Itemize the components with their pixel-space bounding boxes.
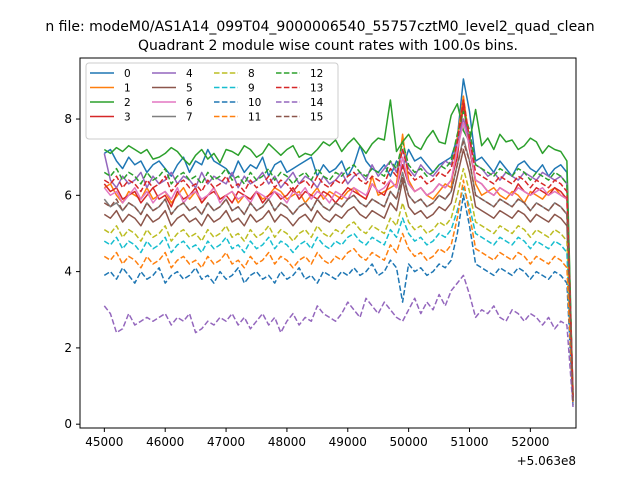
legend-label-7: 7 bbox=[186, 112, 193, 124]
series-line-13 bbox=[103, 99, 574, 398]
series-line-4 bbox=[103, 118, 574, 398]
legend-label-3: 3 bbox=[124, 112, 131, 124]
x-tick-label: 51000 bbox=[450, 435, 488, 449]
series-line-11 bbox=[103, 179, 574, 406]
chart-title: Quadrant 2 module wise count rates with … bbox=[138, 38, 518, 54]
x-tick-label: 48000 bbox=[268, 435, 306, 449]
y-tick-label: 2 bbox=[64, 341, 72, 355]
legend-label-14: 14 bbox=[310, 97, 324, 109]
y-axis: 0 2 4 6 8 bbox=[64, 112, 80, 431]
series-line-2 bbox=[103, 99, 574, 398]
series-line-1 bbox=[103, 95, 574, 394]
series-line-14 bbox=[103, 274, 574, 408]
x-tick-label: 46000 bbox=[146, 435, 184, 449]
legend-label-4: 4 bbox=[186, 68, 193, 80]
figure-suptitle: n file: modeM0/AS1A14_099T04_9000006540_… bbox=[45, 19, 594, 35]
legend-label-5: 5 bbox=[186, 83, 193, 95]
legend-label-1: 1 bbox=[124, 83, 131, 95]
x-tick-label: 49000 bbox=[329, 435, 367, 449]
series-line-5 bbox=[103, 148, 574, 402]
y-tick-label: 0 bbox=[64, 417, 72, 431]
y-tick-label: 4 bbox=[64, 265, 72, 279]
legend-label-8: 8 bbox=[248, 68, 255, 80]
series-line-6 bbox=[103, 122, 574, 394]
legend-label-0: 0 bbox=[124, 68, 131, 80]
x-axis-offset-label: +5.063e8 bbox=[517, 454, 576, 468]
legend-label-6: 6 bbox=[186, 97, 193, 109]
legend-label-12: 12 bbox=[310, 68, 323, 80]
series-line-10 bbox=[103, 194, 574, 406]
legend-box bbox=[85, 62, 339, 140]
series-line-9 bbox=[103, 186, 574, 406]
legend-label-13: 13 bbox=[310, 83, 323, 95]
x-tick-label: 45000 bbox=[85, 435, 123, 449]
x-tick-label: 52000 bbox=[511, 435, 549, 449]
y-tick-label: 8 bbox=[64, 112, 72, 126]
legend-label-9: 9 bbox=[248, 83, 255, 95]
x-axis: 45000 46000 47000 48000 49000 50000 51000 52000 bbox=[85, 428, 549, 449]
x-tick-label: 47000 bbox=[207, 435, 245, 449]
plot-area-frame bbox=[79, 57, 577, 429]
legend-label-10: 10 bbox=[248, 97, 261, 109]
series-line-15 bbox=[103, 141, 574, 402]
legend-label-2: 2 bbox=[124, 97, 131, 109]
legend-label-11: 11 bbox=[248, 112, 261, 124]
x-tick-label: 50000 bbox=[390, 435, 428, 449]
y-tick-label: 6 bbox=[64, 188, 72, 202]
series-line-8 bbox=[103, 167, 574, 402]
series-layer bbox=[103, 78, 574, 408]
legend-label-15: 15 bbox=[310, 112, 323, 124]
series-line-12 bbox=[103, 110, 574, 398]
